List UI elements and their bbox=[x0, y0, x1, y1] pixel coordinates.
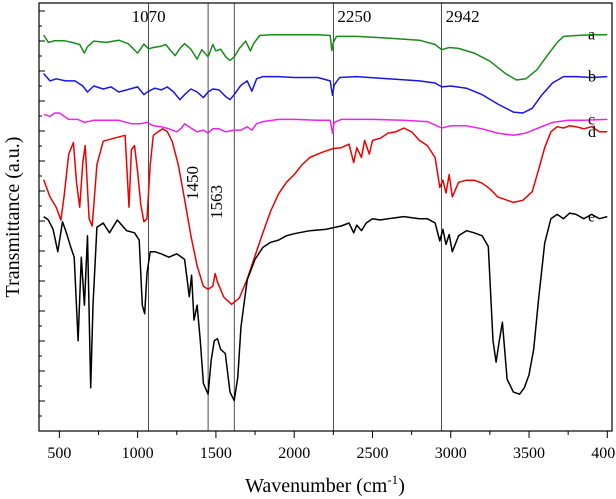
series-a-line bbox=[43, 33, 608, 81]
spectra bbox=[42, 33, 608, 402]
x-tick-label: 4000 bbox=[591, 445, 616, 462]
x-tick-label: 3500 bbox=[513, 445, 545, 462]
series-b-label: b bbox=[588, 69, 596, 86]
series-e-label: e bbox=[588, 209, 595, 226]
x-tick-label: 1500 bbox=[200, 445, 232, 462]
x-axis-title-main: Wavenumber (cm bbox=[245, 475, 388, 497]
x-tick-label: 3000 bbox=[435, 445, 467, 462]
annotations: 1070 1450 1563 2250 2942 bbox=[132, 7, 480, 219]
x-tick-label: 500 bbox=[47, 445, 71, 462]
annotation-2250: 2250 bbox=[337, 7, 371, 26]
x-axis-title: Wavenumber (cm-1) bbox=[245, 472, 405, 497]
series-e-line bbox=[43, 212, 608, 402]
series-c-label: c bbox=[588, 111, 595, 128]
series-d-line bbox=[42, 125, 608, 306]
annotation-1070: 1070 bbox=[132, 7, 166, 26]
reference-lines bbox=[148, 3, 443, 431]
x-axis-title-sup: -1 bbox=[387, 472, 398, 487]
series-a-label: a bbox=[588, 27, 595, 44]
annotation-1450: 1450 bbox=[183, 166, 202, 200]
x-tick-label: 1000 bbox=[122, 445, 154, 462]
annotation-2942: 2942 bbox=[446, 7, 480, 26]
x-axis-title-end: ) bbox=[398, 475, 405, 497]
x-tick-label: 2500 bbox=[356, 445, 388, 462]
series-d-label: d bbox=[588, 124, 596, 141]
series-b-line bbox=[43, 73, 608, 114]
annotation-1563: 1563 bbox=[207, 185, 226, 219]
y-axis-title: Transmittance (a.u.) bbox=[2, 137, 24, 298]
plot-frame bbox=[38, 2, 613, 432]
series-c-line bbox=[43, 112, 608, 137]
series-labels: a b cd e bbox=[588, 27, 596, 226]
axis-ticks: 500 1000 1500 2000 2500 3000 3500 4000 bbox=[39, 10, 616, 462]
x-tick-label: 2000 bbox=[278, 445, 310, 462]
